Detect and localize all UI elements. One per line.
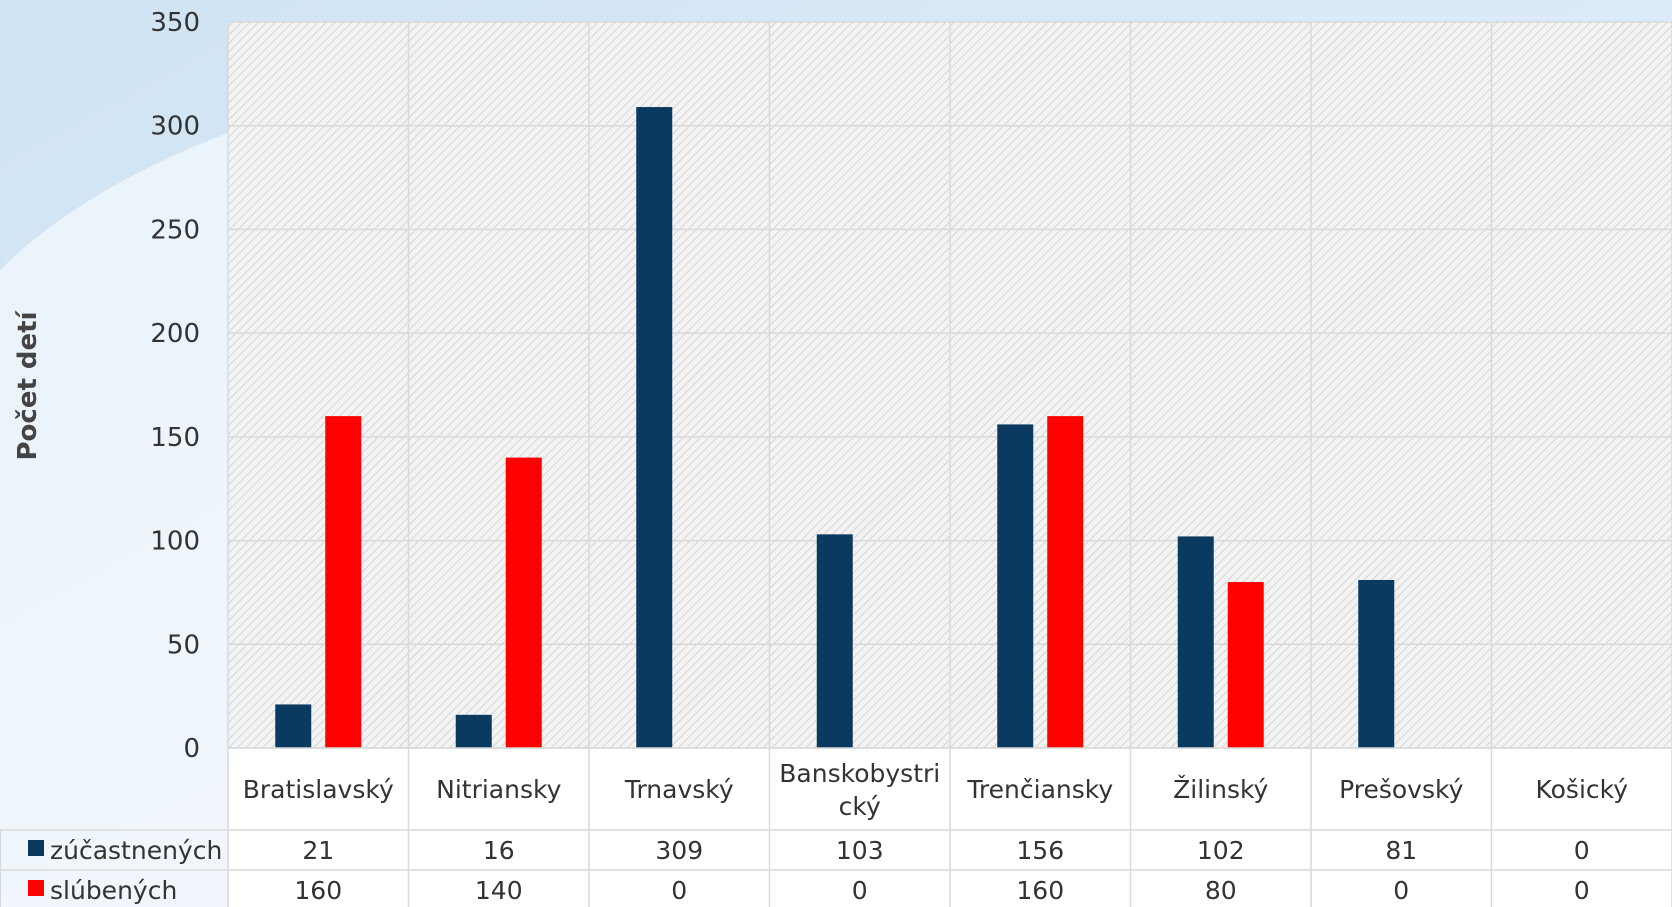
table-value: 160 (1016, 876, 1064, 905)
bar-zúčastnených (1358, 579, 1395, 748)
bar-zúčastnených (816, 534, 853, 748)
bar-slúbených (325, 416, 362, 748)
y-tick-label: 250 (150, 215, 200, 245)
category-label: Košický (1535, 775, 1628, 804)
table-value: 81 (1385, 836, 1417, 865)
table-value: 309 (655, 836, 703, 865)
table-value: 160 (294, 876, 342, 905)
table-value: 16 (483, 836, 515, 865)
y-axis-title: Počet detí (13, 309, 43, 460)
table-value: 80 (1205, 876, 1237, 905)
y-tick-label: 150 (150, 423, 200, 453)
legend-label: slúbených (50, 876, 177, 905)
bar-zúčastnených (455, 714, 492, 748)
bar-slúbených (1047, 416, 1084, 748)
bar-zúčastnených (275, 704, 312, 748)
table-value: 156 (1016, 836, 1064, 865)
y-tick-label: 50 (167, 630, 200, 660)
table-value: 21 (302, 836, 334, 865)
legend-swatch-zúčastnených (28, 840, 44, 856)
bar-zúčastnených (997, 424, 1034, 748)
table-value: 0 (1574, 836, 1590, 865)
table-value: 102 (1197, 836, 1245, 865)
category-label: Žilinský (1173, 775, 1268, 804)
legend-swatch-slúbených (28, 880, 44, 896)
table-value: 0 (1574, 876, 1590, 905)
table-value: 0 (1393, 876, 1409, 905)
table-value: 0 (852, 876, 868, 905)
y-tick-label: 200 (150, 319, 200, 349)
bar-slúbených (1227, 582, 1264, 748)
bar-slúbených (505, 457, 542, 748)
category-label: Prešovský (1339, 775, 1463, 804)
table-value: 140 (475, 876, 523, 905)
category-label: Banskobystri (779, 759, 940, 788)
y-tick-label: 300 (150, 112, 200, 142)
category-label: cký (839, 792, 881, 821)
bar-zúčastnených (1177, 536, 1214, 748)
y-tick-label: 100 (150, 527, 200, 557)
category-label: Bratislavský (243, 775, 394, 804)
bar-zúčastnených (636, 107, 673, 748)
category-label: Trenčiansky (966, 775, 1113, 804)
table-value: 0 (671, 876, 687, 905)
legend-label: zúčastnených (50, 836, 222, 865)
category-label: Trnavský (624, 775, 734, 804)
y-tick-label: 0 (183, 734, 200, 764)
y-tick-label: 350 (150, 8, 200, 38)
table-value: 103 (836, 836, 884, 865)
category-label: Nitriansky (436, 775, 561, 804)
